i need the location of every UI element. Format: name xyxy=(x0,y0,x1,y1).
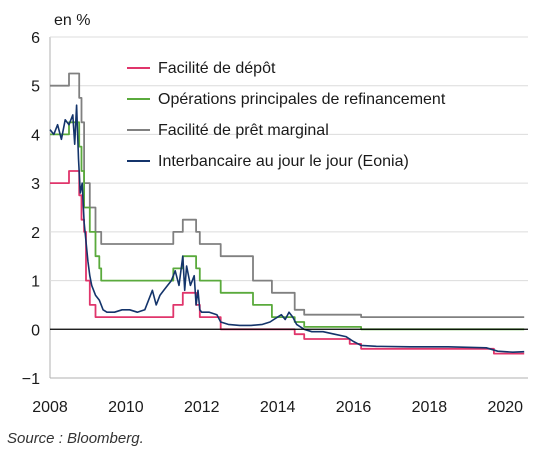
x-tick-label: 2020 xyxy=(487,399,523,416)
x-tick-label: 2016 xyxy=(336,399,372,416)
y-tick-labels: 6 5 4 3 2 1 0 −1 xyxy=(22,30,40,388)
x-tick-label: 2008 xyxy=(32,399,68,416)
y-tick-label: 4 xyxy=(31,127,40,144)
x-tick-label: 2012 xyxy=(184,399,220,416)
legend-label: Opérations principales de refinancement xyxy=(158,91,446,108)
series-line xyxy=(49,104,525,353)
legend-label: Facilité de dépôt xyxy=(158,60,276,77)
series-layer xyxy=(49,72,525,355)
series-line xyxy=(50,72,525,318)
y-tick-label: 3 xyxy=(31,176,40,193)
x-tick-labels: 2008 2010 2012 2014 2016 2018 2020 xyxy=(32,399,523,416)
legend-label: Facilité de prêt marginal xyxy=(158,122,329,139)
y-tick-label: 1 xyxy=(31,274,40,291)
series-line xyxy=(50,121,525,331)
y-tick-label: 2 xyxy=(31,225,40,242)
x-tick-label: 2014 xyxy=(260,399,296,416)
series-line xyxy=(50,170,525,355)
y-tick-label: 6 xyxy=(31,30,40,47)
y-tick-label: −1 xyxy=(22,371,40,388)
source-note: Source : Bloomberg. xyxy=(7,430,144,447)
legend: Facilité de dépôt Opérations principales … xyxy=(127,60,446,170)
legend-label: Interbancaire au jour le jour (Eonia) xyxy=(158,153,409,170)
y-tick-label: 5 xyxy=(31,79,40,96)
y-gridlines xyxy=(50,36,528,282)
y-tick-label: 0 xyxy=(31,322,40,339)
unit-label: en % xyxy=(54,12,90,29)
x-tick-label: 2018 xyxy=(412,399,448,416)
x-tick-label: 2010 xyxy=(108,399,144,416)
